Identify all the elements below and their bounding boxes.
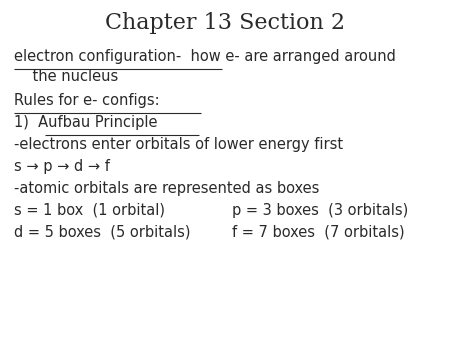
Text: p = 3 boxes  (3 orbitals): p = 3 boxes (3 orbitals) <box>232 203 408 218</box>
Text: Chapter 13 Section 2: Chapter 13 Section 2 <box>105 12 345 34</box>
Text: the nucleus: the nucleus <box>14 69 118 84</box>
Text: Rules for e- configs:: Rules for e- configs: <box>14 93 159 108</box>
Text: electron configuration-  how e- are arranged around: electron configuration- how e- are arran… <box>14 49 396 64</box>
Text: -electrons enter orbitals of lower energy first: -electrons enter orbitals of lower energ… <box>14 137 342 152</box>
Text: 1)  Aufbau Principle: 1) Aufbau Principle <box>14 115 157 130</box>
Text: f = 7 boxes  (7 orbitals): f = 7 boxes (7 orbitals) <box>232 225 405 240</box>
Text: s → p → d → f: s → p → d → f <box>14 159 109 174</box>
Text: s = 1 box  (1 orbital): s = 1 box (1 orbital) <box>14 203 165 218</box>
Text: d = 5 boxes  (5 orbitals): d = 5 boxes (5 orbitals) <box>14 225 190 240</box>
Text: -atomic orbitals are represented as boxes: -atomic orbitals are represented as boxe… <box>14 181 319 196</box>
